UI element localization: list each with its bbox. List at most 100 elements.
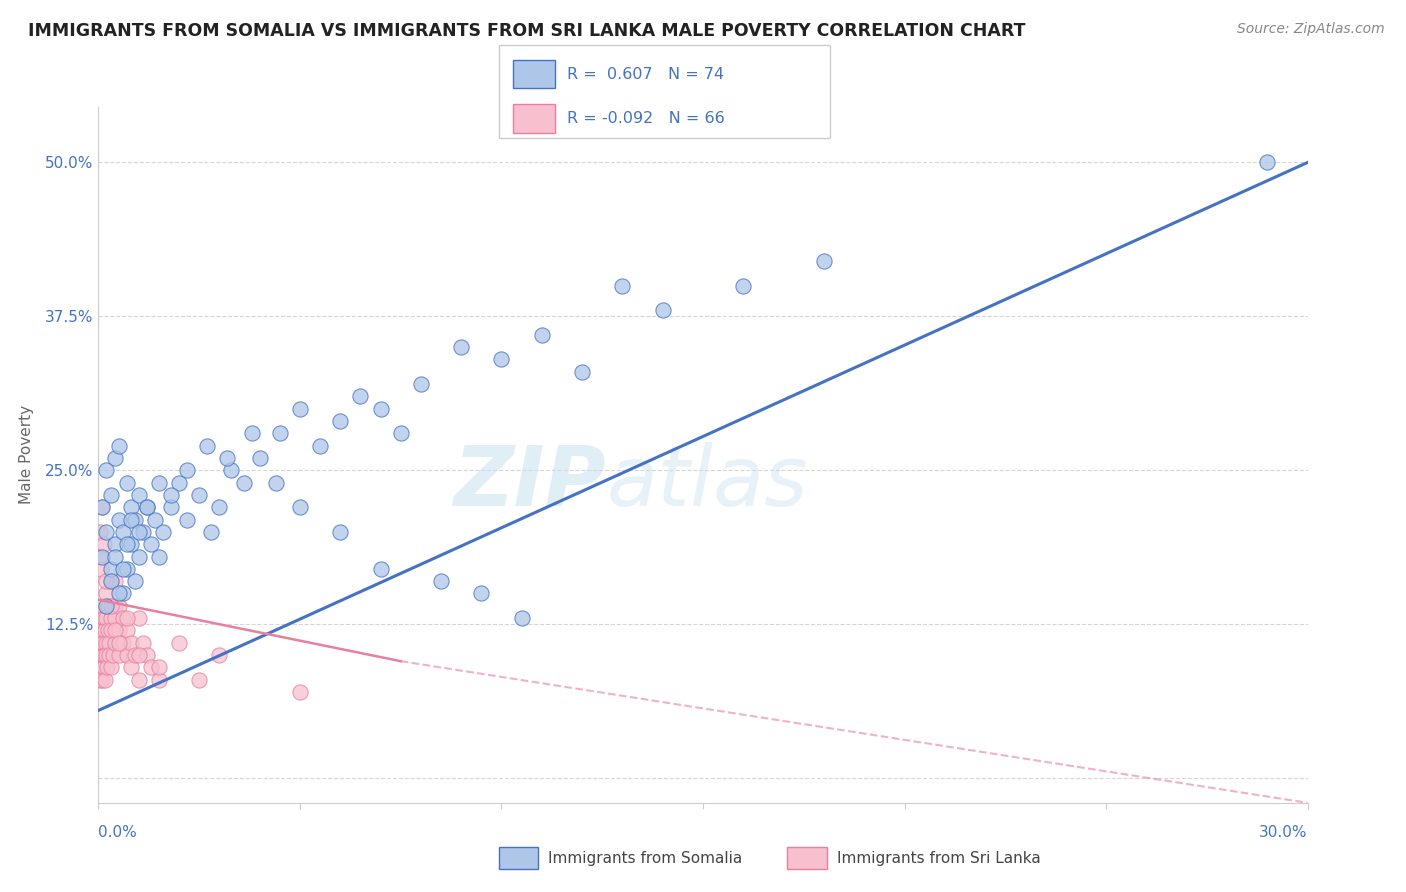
Point xyxy=(389,426,412,441)
Point xyxy=(143,512,166,526)
Point xyxy=(115,611,138,625)
Point xyxy=(651,303,673,318)
Point xyxy=(100,574,122,589)
Point xyxy=(91,636,114,650)
Point xyxy=(571,365,593,379)
Point xyxy=(120,636,142,650)
Point xyxy=(107,439,129,453)
Point xyxy=(89,624,111,638)
Point xyxy=(94,624,117,638)
Point xyxy=(160,500,183,515)
Point xyxy=(94,673,117,687)
Point xyxy=(167,475,190,490)
Point xyxy=(96,524,118,539)
Point xyxy=(103,450,125,465)
Point xyxy=(139,537,162,551)
Point xyxy=(128,611,150,625)
Point xyxy=(124,574,146,589)
Point xyxy=(103,549,125,564)
Point xyxy=(200,524,222,539)
Point xyxy=(288,401,311,416)
Point xyxy=(100,574,122,589)
Point xyxy=(91,673,114,687)
Point xyxy=(208,500,231,515)
Point xyxy=(115,475,138,490)
Point xyxy=(91,624,114,638)
Point xyxy=(450,340,472,354)
Point xyxy=(128,549,150,564)
Point xyxy=(97,636,120,650)
Point xyxy=(103,611,125,625)
Point xyxy=(100,660,122,674)
Point xyxy=(101,648,124,662)
Point xyxy=(98,648,121,662)
Point xyxy=(97,599,120,613)
Point xyxy=(167,636,190,650)
Point xyxy=(135,500,157,515)
Point xyxy=(100,599,122,613)
Point xyxy=(370,401,392,416)
Point xyxy=(120,512,142,526)
Point xyxy=(115,537,138,551)
Point xyxy=(124,512,146,526)
Point xyxy=(148,549,170,564)
Point xyxy=(470,586,492,600)
Point xyxy=(96,648,118,662)
Point xyxy=(530,327,553,342)
Point xyxy=(107,636,129,650)
Point xyxy=(91,599,114,613)
Point xyxy=(111,611,134,625)
Point xyxy=(128,673,150,687)
Point xyxy=(132,524,155,539)
Point xyxy=(120,500,142,515)
Point xyxy=(217,450,239,465)
Point xyxy=(232,475,254,490)
Point xyxy=(491,352,513,367)
Point xyxy=(111,586,134,600)
Point xyxy=(96,463,118,477)
Point xyxy=(195,439,218,453)
Point xyxy=(120,660,142,674)
Point xyxy=(221,463,243,477)
Point xyxy=(91,500,114,515)
Point xyxy=(188,673,211,687)
Point xyxy=(100,488,122,502)
Point xyxy=(90,562,112,576)
Point xyxy=(612,278,634,293)
Text: R =  0.607   N = 74: R = 0.607 N = 74 xyxy=(567,67,724,81)
Point xyxy=(96,611,118,625)
Point xyxy=(128,488,150,502)
Point xyxy=(128,648,150,662)
Point xyxy=(135,500,157,515)
Point xyxy=(510,611,533,625)
Point xyxy=(90,611,112,625)
Point xyxy=(288,685,311,699)
Point xyxy=(128,524,150,539)
Point xyxy=(93,537,115,551)
Point xyxy=(249,450,271,465)
Point xyxy=(264,475,287,490)
Point xyxy=(309,439,332,453)
Point xyxy=(733,278,755,293)
Point xyxy=(107,586,129,600)
Point xyxy=(124,648,146,662)
Point xyxy=(349,389,371,403)
Point xyxy=(107,648,129,662)
Point xyxy=(103,574,125,589)
Point xyxy=(103,636,125,650)
Point xyxy=(115,648,138,662)
Point xyxy=(208,648,231,662)
Point xyxy=(89,636,111,650)
Point xyxy=(240,426,263,441)
Point xyxy=(89,549,111,564)
Point xyxy=(96,660,118,674)
Point xyxy=(97,624,120,638)
Point xyxy=(107,599,129,613)
Point xyxy=(135,648,157,662)
Point xyxy=(107,624,129,638)
Y-axis label: Male Poverty: Male Poverty xyxy=(18,405,34,505)
Text: 30.0%: 30.0% xyxy=(1260,825,1308,840)
Text: Source: ZipAtlas.com: Source: ZipAtlas.com xyxy=(1237,22,1385,37)
Point xyxy=(1256,155,1278,169)
Text: IMMIGRANTS FROM SOMALIA VS IMMIGRANTS FROM SRI LANKA MALE POVERTY CORRELATION CH: IMMIGRANTS FROM SOMALIA VS IMMIGRANTS FR… xyxy=(28,22,1025,40)
